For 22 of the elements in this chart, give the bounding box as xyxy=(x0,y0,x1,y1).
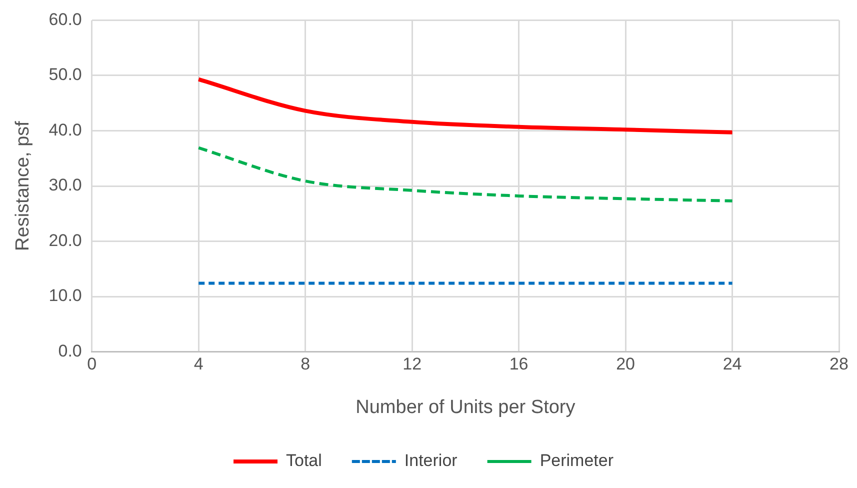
x-tick-label: 20 xyxy=(616,354,635,374)
y-tick-label: 50.0 xyxy=(48,65,82,84)
y-tick-label: 60.0 xyxy=(48,10,82,29)
x-tick-label: 8 xyxy=(300,354,310,374)
y-tick-label: 10.0 xyxy=(48,286,82,306)
x-tick-label: 12 xyxy=(402,354,422,374)
x-tick-label: 16 xyxy=(509,354,528,374)
line-series xyxy=(196,77,734,134)
x-axis-title: Number of Units per Story xyxy=(356,396,576,418)
legend-label: Perimeter xyxy=(540,451,614,470)
y-axis-title: Resistance, psf xyxy=(12,120,34,251)
y-tick-label: 40.0 xyxy=(48,120,82,140)
x-tick-label: 0 xyxy=(87,354,97,374)
x-tick-label: 24 xyxy=(722,354,742,374)
y-tick-label: 0.0 xyxy=(58,341,82,360)
legend-label: Interior xyxy=(404,451,458,470)
legend-label: Total xyxy=(286,451,322,470)
y-tick-label: 30.0 xyxy=(48,176,82,195)
line-series xyxy=(197,146,734,202)
x-tick-label: 28 xyxy=(830,354,848,374)
y-tick-label: 20.0 xyxy=(48,230,82,250)
x-tick-label: 4 xyxy=(194,354,204,374)
